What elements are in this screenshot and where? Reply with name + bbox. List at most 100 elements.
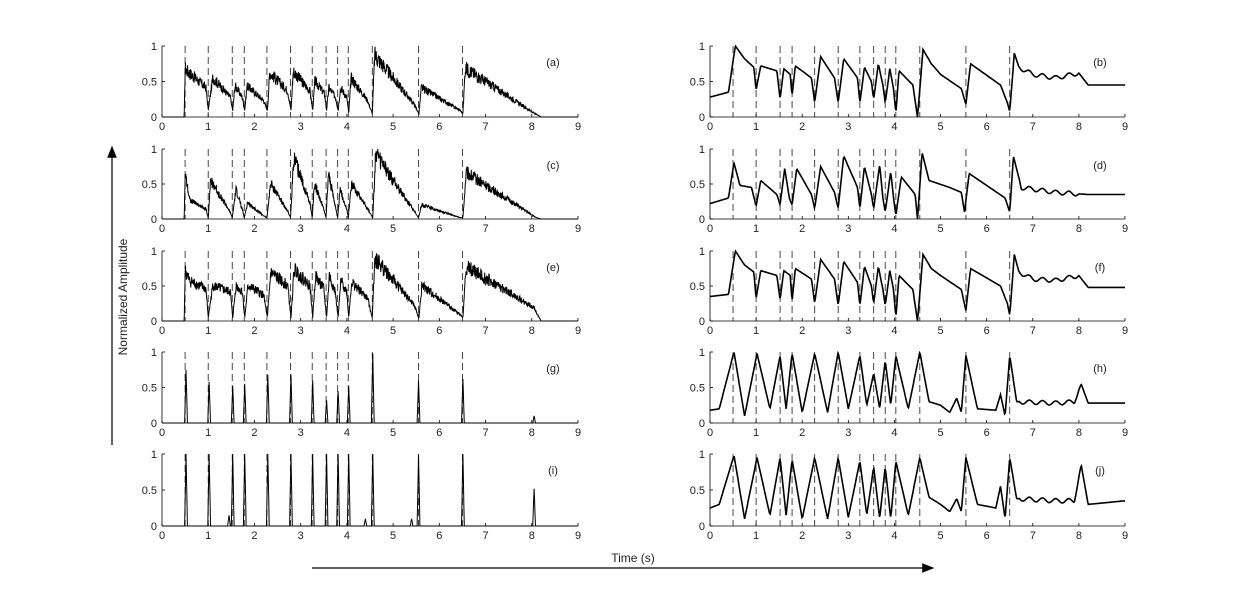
x-tick-label: 3 (298, 121, 304, 133)
x-tick-label: 6 (984, 325, 990, 337)
x-tick-label: 1 (753, 223, 759, 235)
x-tick-label: 2 (799, 223, 805, 235)
x-tick-label: 4 (891, 325, 897, 337)
y-tick-label: 0 (151, 214, 157, 226)
x-tick-label: 4 (344, 121, 350, 133)
x-tick-label: 9 (1122, 427, 1128, 439)
y-tick-label: 1 (151, 246, 157, 258)
y-tick-label: 1 (699, 347, 705, 359)
y-tick-label: 0 (699, 214, 705, 226)
x-tick-label: 9 (575, 325, 581, 337)
x-tick-label: 1 (205, 325, 211, 337)
x-tick-label: 4 (344, 530, 350, 542)
x-tick-label: 0 (159, 325, 165, 337)
x-tick-label: 8 (529, 121, 535, 133)
series-line (162, 453, 578, 527)
x-tick-label: 3 (845, 223, 851, 235)
x-tick-label: 1 (205, 427, 211, 439)
x-tick-label: 5 (937, 325, 943, 337)
series-line (709, 44, 1125, 118)
series-line (162, 46, 578, 118)
x-tick-label: 0 (159, 530, 165, 542)
x-tick-label: 5 (390, 427, 396, 439)
y-tick-label: 0.5 (142, 383, 157, 395)
x-tick-label: 3 (298, 530, 304, 542)
x-tick-label: 4 (891, 121, 897, 133)
x-tick-label: 4 (344, 427, 350, 439)
y-tick-label: 0 (699, 521, 705, 533)
series-line (162, 253, 578, 322)
y-tick-label: 1 (699, 246, 705, 258)
x-tick-label: 4 (891, 427, 897, 439)
x-tick-label: 5 (390, 223, 396, 235)
x-tick-label: 2 (251, 530, 257, 542)
xlabel: Time (s) (611, 551, 655, 565)
series-line (162, 353, 578, 424)
panel-b: 0 1 2 3 4 5 6 7 8 9 0 0.5 1 (b) (690, 41, 1128, 133)
x-tick-label: 7 (1030, 121, 1036, 133)
x-tick-label: 7 (482, 121, 488, 133)
x-tick-label: 5 (937, 223, 943, 235)
y-tick-label: 0.5 (690, 179, 705, 191)
y-tick-label: 0.5 (142, 179, 157, 191)
x-tick-label: 9 (575, 530, 581, 542)
x-tick-label: 8 (1076, 223, 1082, 235)
x-tick-label: 3 (845, 121, 851, 133)
y-tick-label: 0 (699, 316, 705, 328)
x-tick-label: 9 (1122, 530, 1128, 542)
panel-label: (e) (546, 262, 559, 274)
x-tick-label: 3 (845, 427, 851, 439)
x-tick-label: 3 (845, 530, 851, 542)
x-tick-label: 0 (707, 427, 713, 439)
y-tick-label: 1 (699, 449, 705, 461)
x-tick-label: 5 (390, 530, 396, 542)
x-tick-label: 8 (529, 223, 535, 235)
x-tick-label: 1 (753, 427, 759, 439)
x-tick-label: 5 (390, 325, 396, 337)
x-tick-label: 0 (707, 530, 713, 542)
panel-label: (c) (547, 160, 560, 172)
x-tick-label: 3 (298, 427, 304, 439)
x-tick-label: 7 (1030, 530, 1036, 542)
panels: 0 1 2 3 4 5 6 7 8 900.51(a)0 1 2 3 4 5 6 7 8 900.51(b)0 1 2 3… (142, 41, 1128, 542)
x-tick-label: 5 (937, 427, 943, 439)
x-tick-label: 4 (344, 223, 350, 235)
panel-i: 0 1 2 3 4 5 6 7 8 9 0 0.5 1 (i) (142, 449, 581, 542)
panel-c: 0 1 2 3 4 5 6 7 8 9 0 0.5 1 (c) (142, 144, 581, 235)
y-tick-label: 0 (699, 112, 705, 124)
panel-d: 0 1 2 3 4 5 6 7 8 9 0 0.5 1 (d) (690, 144, 1128, 235)
x-tick-label: 9 (1122, 121, 1128, 133)
x-tick-label: 1 (205, 223, 211, 235)
panel-f: 0 1 2 3 4 5 6 7 8 9 0 0.5 1 (f) (690, 246, 1128, 337)
x-tick-label: 0 (159, 427, 165, 439)
x-tick-label: 0 (159, 223, 165, 235)
x-tick-label: 3 (298, 325, 304, 337)
x-tick-label: 6 (436, 530, 442, 542)
panel-g: 0 1 2 3 4 5 6 7 8 9 0 0.5 1 (g) (142, 347, 581, 439)
x-tick-label: 8 (529, 325, 535, 337)
y-tick-label: 0 (151, 521, 157, 533)
panel-label: (b) (1093, 57, 1106, 69)
x-tick-label: 5 (937, 121, 943, 133)
series-line (709, 153, 1125, 220)
x-tick-label: 4 (891, 530, 897, 542)
x-tick-label: 1 (205, 121, 211, 133)
x-tick-label: 7 (1030, 325, 1036, 337)
panel-label: (j) (1095, 465, 1105, 477)
x-tick-label: 2 (799, 325, 805, 337)
y-tick-label: 0 (151, 316, 157, 328)
x-tick-label: 2 (251, 223, 257, 235)
x-tick-label: 7 (482, 427, 488, 439)
panel-label: (f) (1095, 262, 1105, 274)
x-tick-label: 8 (1076, 121, 1082, 133)
x-tick-label: 8 (529, 530, 535, 542)
x-tick-label: 8 (529, 427, 535, 439)
x-tick-label: 1 (753, 121, 759, 133)
x-tick-label: 4 (344, 325, 350, 337)
x-tick-label: 2 (799, 121, 805, 133)
x-tick-label: 0 (707, 121, 713, 133)
x-tick-label: 9 (575, 223, 581, 235)
ylabel: Normalized Amplitude (116, 238, 130, 355)
y-tick-label: 0.5 (690, 281, 705, 293)
x-tick-label: 7 (1030, 427, 1036, 439)
